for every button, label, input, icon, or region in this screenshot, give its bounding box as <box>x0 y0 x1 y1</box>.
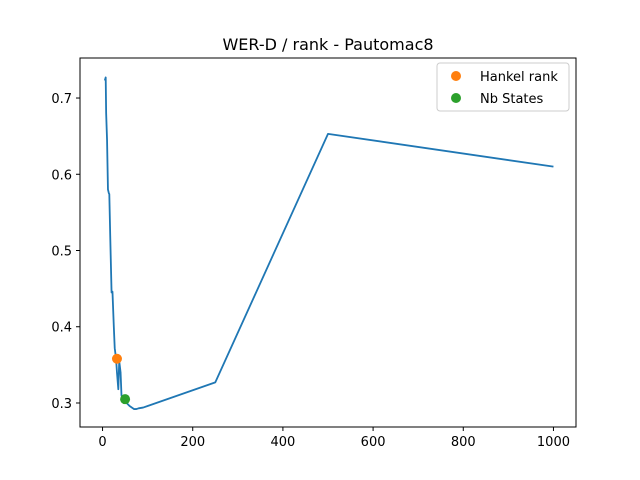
x-tick-label: 1000 <box>537 435 570 450</box>
chart-title: WER-D / rank - Pautomac8 <box>222 35 433 54</box>
legend-label-hankel-rank: Hankel rank <box>480 70 558 85</box>
y-tick-label: 0.3 <box>51 397 72 412</box>
x-tick-label: 400 <box>270 435 295 450</box>
y-tick-label: 0.4 <box>51 321 72 336</box>
x-tick-label: 0 <box>98 435 106 450</box>
y-tick-label: 0.6 <box>51 168 72 183</box>
axis-ticks: 0 200 400 600 800 1000 0.3 0.4 0.5 0.6 0.7 <box>51 92 570 450</box>
series-line <box>103 76 554 410</box>
legend-box <box>436 62 570 112</box>
legend-marker-hankel-rank <box>451 71 461 81</box>
legend-label-nb-states: Nb States <box>480 92 544 107</box>
plot-area <box>103 76 554 410</box>
y-tick-label: 0.5 <box>51 245 72 260</box>
y-tick-label: 0.7 <box>51 92 72 107</box>
x-tick-label: 800 <box>451 435 476 450</box>
axes-frame <box>79 57 577 428</box>
marker-point-hankel-rank <box>111 353 122 364</box>
legend-marker-nb-states <box>451 93 461 103</box>
legend: Hankel rank Nb States <box>436 62 570 112</box>
marker-point-nb-states <box>120 394 131 405</box>
x-tick-label: 600 <box>361 435 386 450</box>
x-tick-label: 200 <box>180 435 205 450</box>
